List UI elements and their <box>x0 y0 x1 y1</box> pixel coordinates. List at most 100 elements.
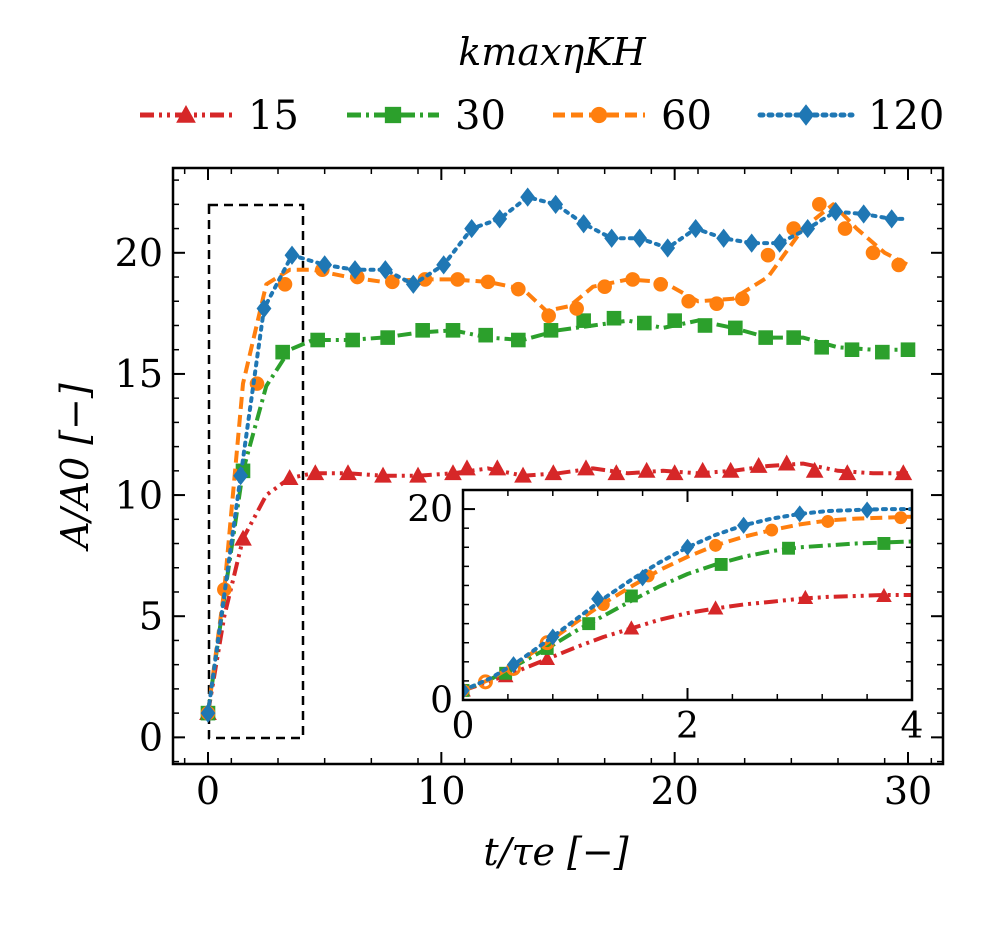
inset-marker-15 <box>707 600 724 615</box>
legend-marker-15 <box>176 104 196 123</box>
main-marker-60 <box>511 281 526 297</box>
legend-label-60: 60 <box>661 93 712 139</box>
main-xtick-label: 30 <box>884 769 932 813</box>
inset-plot-frame <box>461 488 914 702</box>
main-marker-15 <box>693 461 712 478</box>
inset-xtick-label: 0 <box>452 706 475 747</box>
main-marker-120 <box>200 703 216 723</box>
legend-title: kmaxηKH <box>458 30 646 74</box>
inset-marker-60 <box>821 515 835 528</box>
main-ytick-label: 20 <box>115 231 163 275</box>
main-marker-15 <box>444 464 462 481</box>
main-marker-60 <box>681 293 696 309</box>
main-marker-60 <box>450 272 465 287</box>
main-ytick-label: 10 <box>115 473 163 517</box>
main-marker-15 <box>637 461 656 478</box>
inset-series-line-15 <box>463 593 912 693</box>
main-marker-120 <box>520 187 536 207</box>
main-marker-120 <box>884 209 900 229</box>
main-marker-60 <box>480 274 496 290</box>
main-marker-60 <box>865 245 881 261</box>
main-marker-60 <box>837 221 853 236</box>
main-marker-15 <box>749 456 768 473</box>
inset-marker-120 <box>636 569 650 587</box>
main-marker-120 <box>492 209 508 229</box>
main-marker-120 <box>548 194 564 214</box>
main-marker-120 <box>772 233 788 253</box>
main-marker-15 <box>409 466 427 483</box>
main-marker-120 <box>604 228 620 248</box>
main-marker-30 <box>310 332 325 348</box>
main-plot-frame <box>171 166 945 766</box>
main-marker-120 <box>284 245 300 265</box>
main-marker-30 <box>786 330 801 345</box>
main-marker-15 <box>894 464 913 481</box>
main-marker-120 <box>347 260 363 280</box>
inset-ytick-label: 0 <box>430 681 453 722</box>
inset-marker-30 <box>582 617 596 631</box>
main-marker-60 <box>597 279 612 295</box>
main-marker-15 <box>234 529 252 546</box>
main-marker-120 <box>256 298 272 319</box>
main-marker-120 <box>856 204 872 224</box>
inset-tick-labels: 0 2 4 0 20 <box>407 490 923 747</box>
main-marker-120 <box>800 218 816 239</box>
main-marker-60 <box>709 296 724 311</box>
y-axis-label: A/A0 [−] <box>53 383 97 552</box>
legend-label-120: 120 <box>868 93 944 139</box>
inset-marker-30 <box>714 558 728 571</box>
inset-series-line-120 <box>463 507 912 693</box>
main-marker-15 <box>607 464 626 481</box>
inset-series-line-30 <box>463 539 912 693</box>
main-xtick-label: 10 <box>417 769 465 813</box>
inset-marker-120 <box>546 628 560 646</box>
main-marker-60 <box>541 308 556 324</box>
inset-marker-120 <box>591 590 605 608</box>
inset-marker-15 <box>623 620 640 635</box>
main-marker-30 <box>576 313 591 328</box>
main-marker-60 <box>653 276 668 292</box>
main-marker-120 <box>744 233 760 253</box>
x-axis-label: t/τe [−] <box>483 830 628 874</box>
inset-marker-120 <box>737 516 751 534</box>
main-marker-60 <box>812 197 827 212</box>
legend-marker-30 <box>384 106 402 124</box>
inset-series-line-60 <box>463 514 912 693</box>
inset-marker-30 <box>782 541 795 555</box>
main-marker-120 <box>405 274 421 294</box>
main-marker-15 <box>458 459 476 476</box>
inset-ytick-label: 20 <box>407 490 453 531</box>
main-marker-120 <box>716 228 732 248</box>
inset-marker-60 <box>709 538 723 552</box>
main-marker-15 <box>805 461 824 478</box>
main-marker-60 <box>760 247 776 263</box>
legend-label-15: 15 <box>248 93 299 139</box>
main-marker-30 <box>637 315 652 331</box>
inset-marker-15 <box>876 587 892 603</box>
main-marker-15 <box>665 464 684 481</box>
main-marker-30 <box>667 313 682 328</box>
main-marker-30 <box>415 323 430 338</box>
main-marker-120 <box>464 218 480 239</box>
legend-marker-60 <box>590 106 608 124</box>
main-ytick-label: 15 <box>115 352 163 396</box>
main-marker-30 <box>875 344 890 360</box>
main-marker-30 <box>478 327 493 343</box>
main-marker-15 <box>544 464 563 481</box>
main-series-line-30 <box>206 318 908 714</box>
main-marker-30 <box>728 320 743 336</box>
main-marker-120 <box>436 255 452 275</box>
legend-items: 15 30 60 120 <box>140 93 944 139</box>
main-marker-120 <box>660 238 676 258</box>
main-ytick-label: 0 <box>139 716 163 760</box>
inset-marker-120 <box>506 656 521 674</box>
main-marker-30 <box>511 332 526 348</box>
legend-label-30: 30 <box>455 93 506 139</box>
main-marker-120 <box>377 260 393 280</box>
main-marker-120 <box>233 466 249 486</box>
main-marker-30 <box>345 332 360 348</box>
main-marker-30 <box>814 339 829 355</box>
main-marker-30 <box>758 330 773 345</box>
inset-marker-30 <box>624 589 638 603</box>
